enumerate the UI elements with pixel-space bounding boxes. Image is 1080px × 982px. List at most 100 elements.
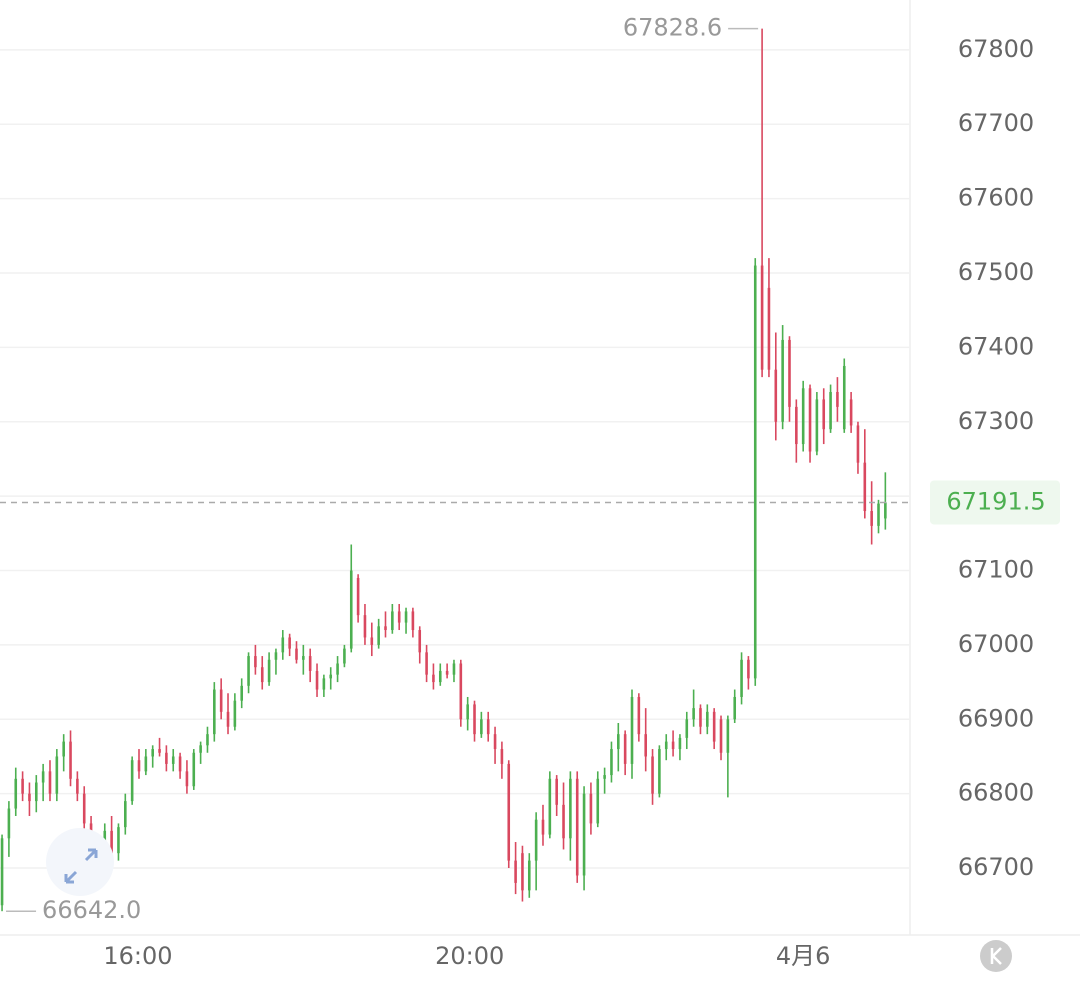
candle-body — [548, 778, 552, 835]
candle-body — [788, 339, 791, 407]
candle-body — [692, 708, 695, 720]
y-tick-label: 66900 — [958, 704, 1034, 732]
candle-body — [21, 778, 24, 794]
candle-body — [781, 339, 784, 422]
candle-body — [603, 775, 606, 779]
high-label: 67828.6 — [623, 14, 722, 42]
y-tick-label: 67600 — [958, 184, 1034, 212]
candle-body — [637, 696, 641, 735]
candle-body — [740, 659, 743, 697]
candle-body — [863, 462, 867, 512]
candle-body — [432, 674, 435, 683]
candle-body — [842, 365, 846, 430]
candle-body — [795, 406, 798, 445]
candle-body — [630, 696, 634, 764]
candle-body — [124, 801, 127, 828]
candle-body — [158, 749, 161, 753]
y-tick-label: 67500 — [958, 258, 1034, 286]
candle-body — [445, 670, 449, 675]
y-tick-label: 67000 — [958, 630, 1034, 658]
candle-body — [336, 663, 339, 675]
x-tick-label: 16:00 — [103, 942, 172, 970]
candle-body — [363, 615, 367, 638]
candle-body — [110, 830, 113, 854]
candle-body — [418, 630, 422, 653]
candle-body — [644, 734, 647, 757]
candle-body — [349, 570, 353, 649]
candle-body — [507, 763, 511, 861]
candle-body — [658, 749, 661, 794]
candle-body — [589, 793, 593, 824]
candle-body — [69, 741, 72, 779]
candle-body — [527, 860, 531, 891]
candle-body — [41, 771, 45, 783]
candle-body — [315, 670, 319, 690]
candle-body — [288, 637, 291, 649]
candle-body — [165, 752, 168, 764]
candle-body — [514, 860, 517, 883]
candle-body — [281, 637, 285, 653]
candle-body — [712, 711, 716, 742]
candle-body — [884, 502, 887, 519]
candle-body — [459, 663, 463, 720]
candle-body — [671, 741, 675, 750]
candle-body — [617, 734, 620, 750]
kline-button[interactable] — [980, 940, 1012, 972]
candle-body — [329, 674, 333, 679]
candle-body — [76, 778, 79, 794]
candle-body — [219, 689, 223, 712]
candle-body — [822, 399, 826, 430]
candle-body — [582, 793, 586, 876]
candle-body — [178, 756, 182, 772]
candle-body — [295, 648, 298, 660]
candle-body — [596, 778, 600, 824]
candle-body — [726, 719, 730, 753]
y-tick-label: 67800 — [958, 35, 1034, 63]
candle-body — [500, 749, 504, 764]
candle-body — [28, 793, 31, 802]
candle-body — [555, 778, 558, 805]
candle-body — [247, 656, 250, 686]
candle-body — [384, 626, 387, 631]
candle-body — [425, 652, 428, 675]
candle-body — [302, 656, 305, 660]
candle-body — [103, 830, 107, 846]
candle-body — [767, 287, 771, 370]
expand-button[interactable] — [46, 828, 114, 896]
candle-body — [130, 760, 134, 802]
candle-body — [0, 838, 4, 906]
candle-body — [562, 804, 565, 839]
y-tick-label: 67300 — [958, 407, 1034, 435]
candle-body — [747, 659, 750, 679]
candle-body — [267, 659, 271, 683]
candle-body — [199, 745, 202, 753]
candle-body — [664, 741, 668, 750]
candle-body — [404, 611, 408, 623]
candle-body — [438, 670, 442, 683]
candle-body — [569, 778, 572, 839]
y-tick-label: 67700 — [958, 109, 1034, 137]
candle-body — [801, 388, 805, 445]
low-label: 66642.0 — [42, 896, 141, 924]
candle-body — [623, 734, 627, 764]
candle-body — [171, 756, 175, 764]
candle-body — [521, 853, 524, 891]
x-tick-label: 20:00 — [435, 942, 504, 970]
candle-body — [254, 656, 257, 668]
expand-bg — [46, 828, 114, 896]
candle-body — [480, 719, 483, 735]
candle-body — [466, 704, 469, 720]
candle-body — [493, 734, 497, 750]
candle-body — [144, 756, 148, 772]
candle-body — [541, 819, 545, 835]
candle-body — [870, 511, 873, 526]
candle-body — [733, 696, 737, 720]
candle-body — [678, 737, 682, 750]
candle-body — [877, 503, 880, 526]
candle-body — [55, 756, 59, 794]
candle-body — [452, 663, 456, 675]
candle-body — [62, 741, 65, 757]
candle-body — [753, 265, 757, 679]
candle-body — [14, 778, 18, 809]
y-tick-label: 66700 — [958, 853, 1034, 881]
